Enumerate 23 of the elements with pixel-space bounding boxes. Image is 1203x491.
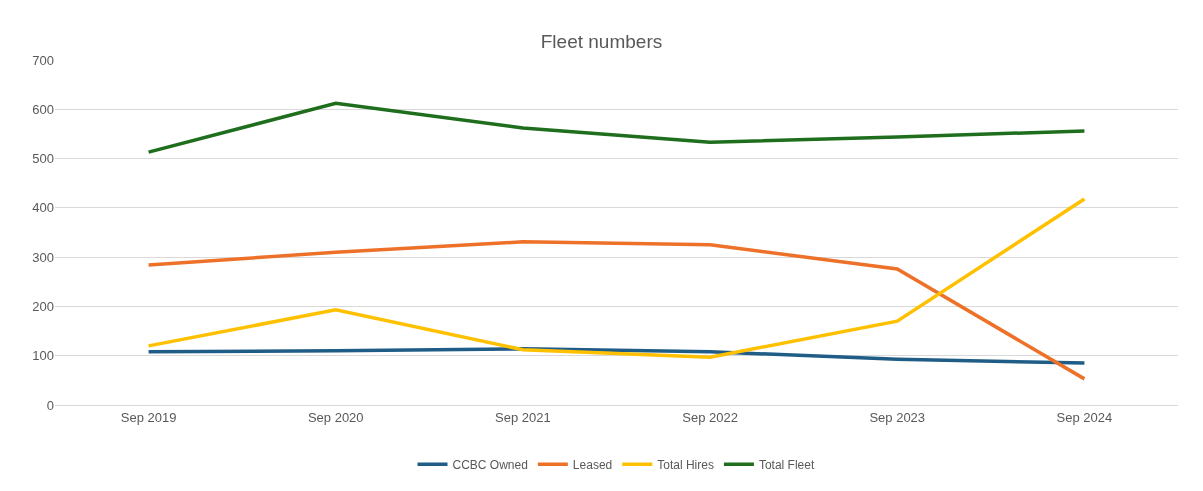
line-series	[146, 347, 1087, 365]
x-tick-label: Sep 2019	[120, 409, 177, 425]
x-tick-label: Sep 2024	[1056, 409, 1113, 425]
x-tick-label: Sep 2021	[495, 409, 551, 425]
legend-label: Total Hires	[657, 458, 714, 473]
legend-label: CCBC Owned	[452, 458, 528, 473]
x-tick-label: Sep 2023	[869, 409, 926, 425]
legend-label: Total Fleet	[758, 458, 815, 473]
y-tick-label: 600	[32, 101, 54, 117]
line-series	[146, 197, 1087, 359]
y-tick-label: 500	[32, 151, 54, 167]
y-tick-label: 0	[46, 397, 54, 413]
y-tick-label: 300	[32, 249, 54, 265]
line-series	[146, 240, 1087, 381]
y-tick-label: 100	[32, 348, 54, 364]
legend-label: Leased	[572, 458, 613, 473]
y-tick-label: 400	[32, 200, 54, 216]
x-tick-label: Sep 2020	[307, 409, 364, 425]
x-tick-label: Sep 2022	[682, 409, 738, 425]
chart-title: Fleet numbers	[540, 30, 663, 52]
y-tick-label: 200	[32, 298, 54, 314]
line-series	[146, 101, 1087, 154]
y-tick-label: 700	[32, 52, 54, 68]
